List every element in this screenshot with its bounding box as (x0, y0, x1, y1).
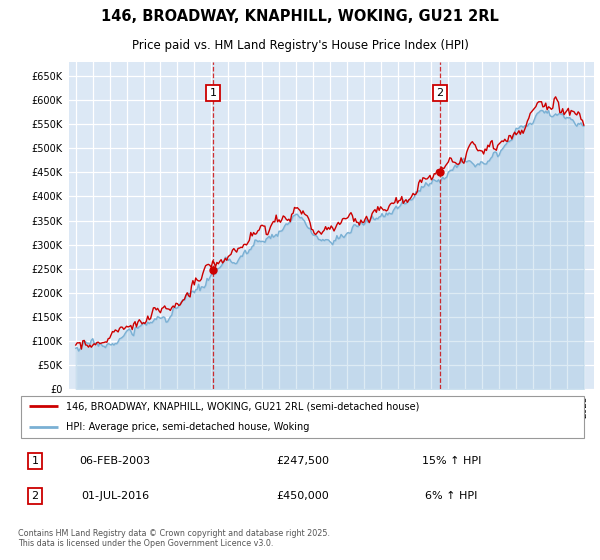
Text: Price paid vs. HM Land Registry's House Price Index (HPI): Price paid vs. HM Land Registry's House … (131, 39, 469, 53)
Text: Contains HM Land Registry data © Crown copyright and database right 2025.
This d: Contains HM Land Registry data © Crown c… (18, 529, 330, 548)
Text: 1: 1 (209, 88, 217, 98)
Text: £450,000: £450,000 (277, 491, 329, 501)
Text: 15% ↑ HPI: 15% ↑ HPI (422, 456, 481, 466)
Text: 06-FEB-2003: 06-FEB-2003 (79, 456, 151, 466)
Text: 146, BROADWAY, KNAPHILL, WOKING, GU21 2RL: 146, BROADWAY, KNAPHILL, WOKING, GU21 2R… (101, 9, 499, 24)
Text: 01-JUL-2016: 01-JUL-2016 (81, 491, 149, 501)
Text: 2: 2 (436, 88, 443, 98)
Text: 1: 1 (32, 456, 38, 466)
Text: 2: 2 (32, 491, 38, 501)
Text: 146, BROADWAY, KNAPHILL, WOKING, GU21 2RL (semi-detached house): 146, BROADWAY, KNAPHILL, WOKING, GU21 2R… (67, 401, 420, 411)
Text: 6% ↑ HPI: 6% ↑ HPI (425, 491, 478, 501)
FancyBboxPatch shape (21, 395, 584, 438)
Text: £247,500: £247,500 (277, 456, 329, 466)
Text: HPI: Average price, semi-detached house, Woking: HPI: Average price, semi-detached house,… (67, 422, 310, 432)
